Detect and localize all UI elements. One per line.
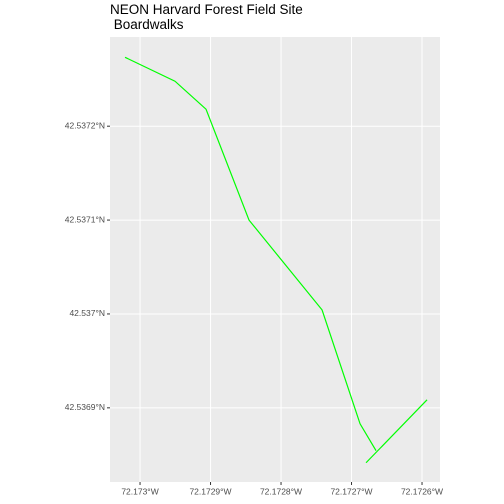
panel <box>110 37 440 482</box>
chart-title: NEON Harvard Forest Field Site Boardwalk… <box>110 2 303 32</box>
boardwalk-line <box>365 399 428 464</box>
x-tick-label: 72.1728°W <box>260 486 302 496</box>
y-tick-label: 42.5371°N <box>65 214 105 224</box>
x-tick-label: 72.1726°W <box>401 486 443 496</box>
x-tick-label: 72.1727°W <box>330 486 372 496</box>
y-tick-label: 42.537°N <box>69 308 105 318</box>
y-tick-label: 42.5369°N <box>65 402 105 412</box>
x-tick-label: 72.1729°W <box>189 486 231 496</box>
x-tick-label: 72.173°W <box>121 486 158 496</box>
boardwalk-line <box>124 56 377 452</box>
y-tick-label: 42.5372°N <box>65 120 105 130</box>
